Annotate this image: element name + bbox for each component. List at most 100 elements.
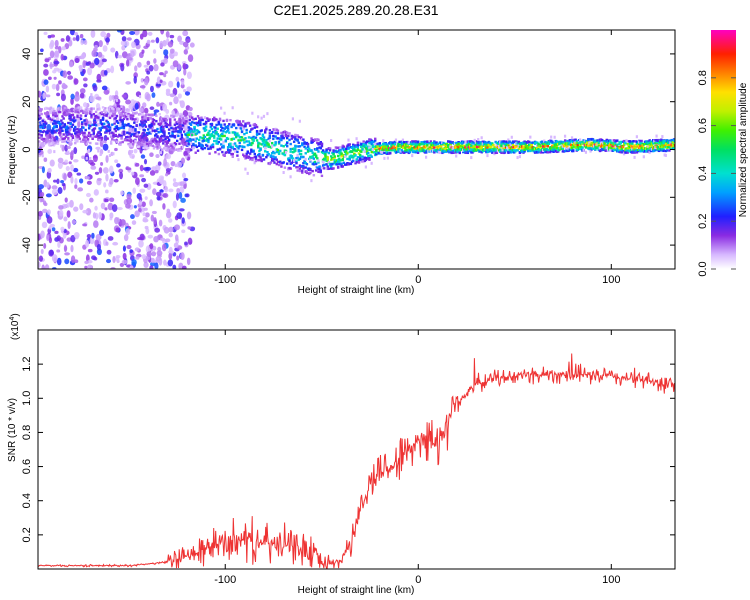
spectrogram-cell: [462, 150, 465, 154]
spectrogram-cell: [277, 152, 281, 156]
spectrogram-cell: [67, 136, 70, 140]
spectrogram-cell: [70, 164, 74, 172]
spectrogram-cell: [235, 126, 238, 130]
spectrogram-cell: [356, 148, 360, 151]
spectrogram-cell: [157, 131, 160, 134]
spectrogram-cell: [524, 142, 527, 146]
spectrogram-cell: [360, 145, 363, 148]
spectrogram-cell: [499, 140, 502, 144]
spectrogram-cell: [273, 157, 276, 161]
spectrogram-cell: [563, 139, 567, 142]
spectrogram-cell: [39, 141, 46, 148]
spectrogram-cell: [129, 140, 133, 143]
spectrogram-cell: [53, 60, 60, 65]
spectrogram-cell: [213, 136, 216, 139]
spectrogram-cell: [137, 236, 143, 241]
spectrogram-cell: [472, 149, 475, 153]
spectrogram-cell: [319, 140, 322, 144]
spectrogram-cell: [350, 146, 354, 149]
spectrogram-cell: [77, 129, 80, 133]
spectrogram-cell: [61, 46, 67, 51]
spectrogram-cell: [78, 65, 83, 72]
spectrogram-cell: [389, 152, 392, 155]
spectrogram-cell: [612, 147, 616, 150]
spectrogram-cell: [74, 57, 80, 64]
spectrogram-cell: [165, 30, 170, 38]
spectrogram-cell: [170, 114, 173, 117]
spectrogram-cell: [179, 181, 185, 187]
spectrogram-cell: [71, 134, 75, 138]
spectrogram-cell: [240, 148, 244, 152]
spectrogram-cell: [262, 136, 266, 139]
spectrogram-cell: [60, 226, 65, 232]
spectrogram-cell: [347, 147, 350, 150]
spectrogram-ytick-label: 0: [21, 146, 33, 152]
spectrogram-cell: [109, 133, 113, 137]
spectrogram-cell: [202, 134, 206, 137]
spectrogram-cell: [38, 261, 41, 269]
spectrogram-cell: [65, 111, 69, 115]
spectrogram-cell: [159, 189, 164, 193]
spectrogram-cell: [332, 151, 335, 155]
spectrogram-cell: [546, 150, 549, 154]
spectrogram-cell: [40, 48, 44, 53]
spectrogram-cell: [348, 158, 351, 161]
spectrogram-cell: [310, 137, 313, 140]
spectrogram-cell: [79, 203, 84, 211]
spectrogram-cell: [511, 140, 515, 143]
spectrogram-cell: [594, 148, 597, 151]
spectrogram-cell: [90, 107, 93, 111]
spectrogram-cell: [120, 40, 126, 46]
spectrogram-cell: [209, 145, 212, 148]
spectrogram-cell: [238, 145, 241, 148]
spectrogram-cell: [239, 127, 243, 130]
spectrogram-cell: [106, 32, 111, 38]
spectrogram-cell: [91, 49, 97, 57]
spectrogram-cell: [193, 125, 196, 129]
spectrogram-cell: [96, 177, 102, 181]
spectrogram-cell: [342, 161, 346, 165]
spectrogram-cell: [38, 114, 41, 117]
spectrogram-cell: [122, 117, 126, 121]
spectrogram-cell: [163, 130, 166, 133]
spectrogram-cell: [290, 134, 294, 138]
spectrogram-cell: [152, 122, 156, 126]
spectrogram-cell: [237, 158, 240, 162]
spectrogram-cell: [224, 139, 228, 142]
spectrogram-cell: [240, 136, 244, 139]
spectrogram-cell: [78, 114, 81, 118]
spectrogram-cell: [72, 116, 76, 119]
spectrogram-cell: [633, 148, 636, 151]
spectrogram-cell: [385, 143, 389, 146]
colorbar-tick-label: 0.2: [697, 214, 709, 229]
spectrogram-cell: [627, 146, 631, 150]
spectrogram-cell: [208, 129, 211, 133]
spectrogram-cell: [232, 137, 236, 141]
spectrogram-cell: [73, 159, 79, 163]
spectrogram-cell: [326, 156, 329, 159]
spectrogram-cell: [206, 144, 209, 148]
spectrogram-cell: [95, 233, 102, 241]
spectrogram-cell: [55, 83, 60, 92]
spectrogram-cell: [119, 118, 122, 122]
spectrogram-cell: [109, 197, 115, 202]
spectrogram-cell: [441, 141, 444, 145]
spectrogram-cell: [305, 171, 309, 175]
spectrogram-cell: [584, 150, 588, 154]
spectrogram-cell: [137, 142, 141, 146]
spectrogram-cell: [230, 125, 233, 129]
spectrogram-cell: [47, 76, 52, 81]
spectrogram-cell: [274, 141, 277, 144]
spectrogram-cell: [639, 148, 642, 151]
spectrogram-cell: [236, 119, 239, 123]
spectrogram-cell: [84, 260, 89, 265]
spectrogram-cell: [115, 98, 118, 102]
spectrogram-cell: [286, 162, 289, 165]
spectrogram-cell: [264, 150, 267, 153]
spectrogram-cell: [83, 134, 86, 137]
spectrogram-cell: [125, 203, 131, 209]
spectrogram-cell: [245, 156, 248, 159]
spectrogram-cell: [96, 243, 102, 251]
spectrogram-cell: [181, 229, 186, 234]
spectrogram-cell: [42, 139, 46, 143]
